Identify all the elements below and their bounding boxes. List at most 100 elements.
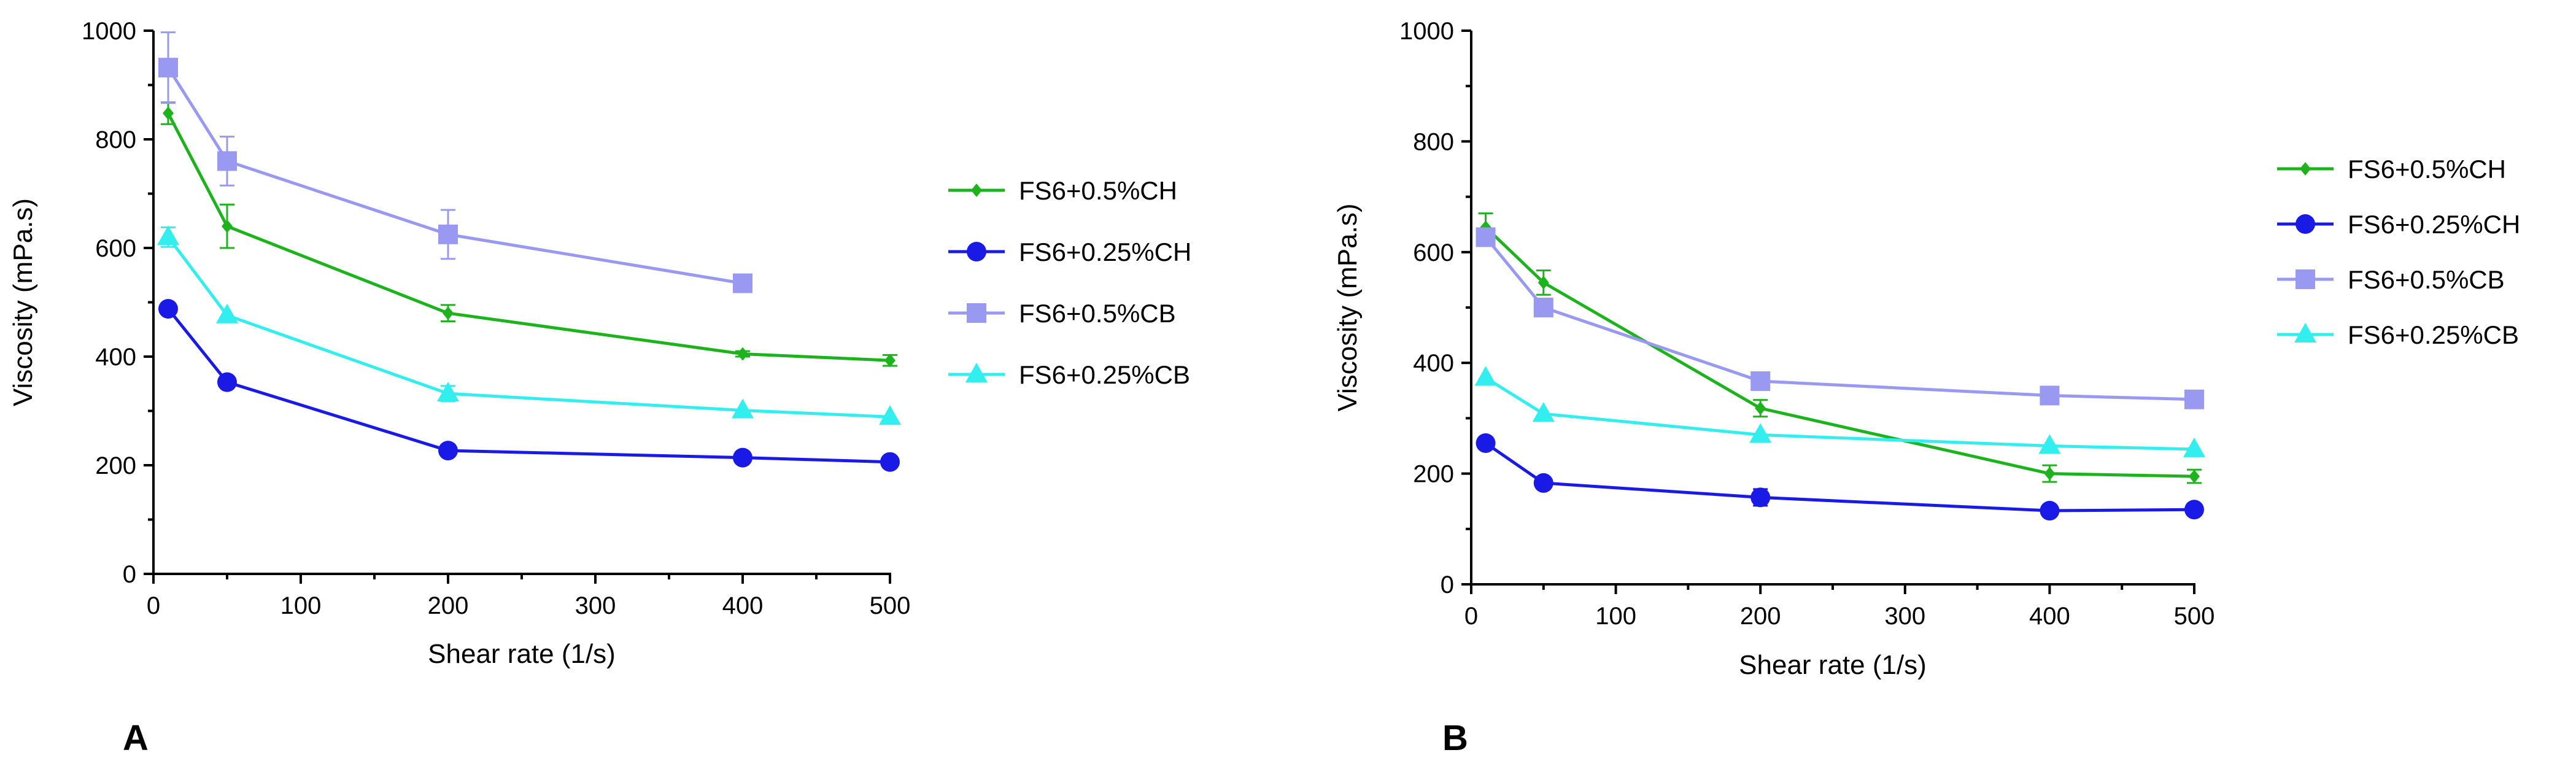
data-point	[1474, 366, 1497, 386]
x-tick-label: 400	[2029, 603, 2070, 630]
legend-marker	[967, 303, 986, 323]
y-tick-label: 0	[1441, 571, 1454, 598]
legend-entry: FS6+0.5%CH	[2277, 155, 2506, 184]
legend-entry: FS6+0.25%CB	[2277, 320, 2519, 349]
data-point	[2184, 500, 2204, 520]
legend-marker	[967, 242, 986, 261]
data-point	[737, 347, 748, 361]
data-point	[1755, 401, 1766, 416]
x-tick-label: 100	[1595, 603, 1636, 630]
legend-entry: FS6+0.5%CB	[948, 299, 1176, 328]
data-point	[443, 306, 454, 320]
legend-label: FS6+0.25%CB	[2348, 320, 2519, 349]
data-point	[880, 452, 900, 472]
legend-entry: FS6+0.25%CH	[948, 238, 1191, 266]
legend-marker	[2296, 214, 2315, 234]
panel-label: A	[123, 718, 149, 758]
data-point	[884, 354, 895, 368]
x-tick-label: 400	[722, 592, 764, 619]
legend-marker	[965, 363, 988, 382]
series-FS6+0.25%CB	[157, 225, 901, 425]
y-tick-label: 200	[1413, 461, 1454, 488]
y-tick-label: 600	[1413, 239, 1454, 266]
data-point	[437, 382, 459, 402]
data-point	[1750, 487, 1771, 508]
series-line	[1485, 376, 2195, 451]
data-point	[733, 273, 752, 293]
x-tick-label: 300	[575, 592, 616, 619]
data-point	[158, 299, 178, 319]
data-point	[1533, 298, 1553, 317]
y-tick-label: 800	[95, 126, 136, 153]
data-point	[2040, 501, 2060, 521]
series-line	[1484, 236, 2195, 401]
series-FS6+0.25%CH	[1476, 433, 2204, 521]
series-line	[167, 236, 891, 419]
series-line	[166, 66, 743, 285]
data-point	[2040, 385, 2060, 406]
legend-label: FS6+0.5%CB	[2348, 265, 2505, 294]
legend-label: FS6+0.5%CB	[1019, 299, 1176, 328]
series-FS6+0.25%CB	[1474, 366, 2205, 457]
y-tick-label: 600	[95, 235, 136, 262]
legend-marker	[971, 184, 982, 197]
x-axis-title: Shear rate (1/s)	[1739, 650, 1927, 680]
data-point	[158, 58, 178, 78]
data-point	[216, 303, 238, 323]
data-point	[879, 405, 901, 425]
series-FS6+0.5%CB	[1476, 227, 2204, 409]
y-tick-label: 1000	[82, 18, 136, 45]
data-point	[2044, 466, 2056, 481]
y-tick-label: 400	[95, 344, 136, 371]
legend-marker	[2296, 269, 2315, 289]
legend-label: FS6+0.25%CB	[1019, 360, 1190, 389]
x-tick-label: 0	[1464, 603, 1478, 630]
series-FS6+0.5%CH	[1478, 212, 2202, 484]
y-axis-title: Viscosity (mPa.s)	[1332, 203, 1363, 411]
x-axis-title: Shear rate (1/s)	[428, 639, 616, 669]
data-point	[1750, 371, 1771, 391]
panel-label: B	[1442, 718, 1468, 758]
series-FS6+0.5%CB	[158, 31, 752, 293]
series-line	[1485, 441, 2195, 513]
data-point	[1749, 423, 1772, 443]
data-point	[217, 151, 237, 171]
data-point	[217, 372, 237, 392]
data-point	[2184, 389, 2204, 409]
data-point	[222, 219, 233, 233]
x-tick-label: 200	[428, 592, 469, 619]
legend-entry: FS6+0.5%CH	[948, 176, 1177, 205]
data-point	[157, 225, 179, 246]
series-line	[166, 112, 891, 362]
x-tick-label: 200	[1740, 603, 1781, 630]
y-axis-title: Viscosity (mPa.s)	[8, 198, 38, 406]
data-point	[438, 441, 458, 461]
x-tick-label: 300	[1884, 603, 1925, 630]
data-point	[2183, 437, 2205, 457]
chart-panel-a: 0 100 200 300 400 500 0 200 400 600 800 1000 Shear r…	[8, 18, 1191, 758]
data-point	[2189, 470, 2200, 484]
data-point	[163, 106, 174, 120]
legend-marker	[2294, 323, 2316, 342]
data-point	[1533, 473, 1553, 493]
x-tick-label: 100	[280, 592, 322, 619]
legend-entry: FS6+0.25%CH	[2277, 210, 2520, 239]
y-tick-label: 200	[95, 452, 136, 479]
data-point	[2038, 434, 2061, 454]
legend-label: FS6+0.5%CH	[2348, 155, 2506, 184]
series-FS6+0.25%CH	[158, 299, 900, 472]
data-point	[733, 447, 752, 468]
x-tick-label: 0	[147, 592, 160, 619]
series-FS6+0.5%CH	[161, 101, 897, 368]
legend-entry: FS6+0.5%CB	[2277, 265, 2505, 294]
legend-label: FS6+0.5%CH	[1019, 176, 1177, 205]
legend-label: FS6+0.25%CH	[2348, 210, 2520, 239]
data-point	[1476, 227, 1496, 247]
data-point	[438, 224, 458, 244]
y-tick-label: 1000	[1399, 18, 1454, 45]
x-tick-label: 500	[2174, 603, 2215, 630]
data-point	[1532, 402, 1555, 422]
data-point	[732, 398, 754, 419]
data-point	[1476, 433, 1496, 453]
